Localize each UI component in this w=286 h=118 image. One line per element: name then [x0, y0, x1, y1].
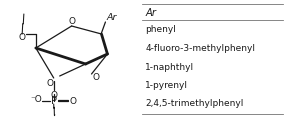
Text: Ar: Ar: [145, 8, 156, 18]
Text: 1-naphthyl: 1-naphthyl: [145, 63, 194, 72]
Text: 4-fluoro-3-methylphenyl: 4-fluoro-3-methylphenyl: [145, 44, 255, 53]
Text: O: O: [93, 74, 100, 82]
Text: phenyl: phenyl: [145, 25, 176, 34]
Text: 2,4,5-trimethylphenyl: 2,4,5-trimethylphenyl: [145, 99, 244, 108]
Text: O: O: [68, 17, 75, 25]
Text: Ar: Ar: [106, 13, 117, 23]
Text: O: O: [18, 34, 25, 42]
Text: P: P: [51, 96, 57, 106]
Text: ⁻O: ⁻O: [30, 95, 42, 103]
Text: O: O: [46, 78, 53, 88]
Text: 1-pyrenyl: 1-pyrenyl: [145, 81, 188, 90]
Text: O: O: [50, 91, 57, 99]
Text: O: O: [69, 97, 76, 105]
